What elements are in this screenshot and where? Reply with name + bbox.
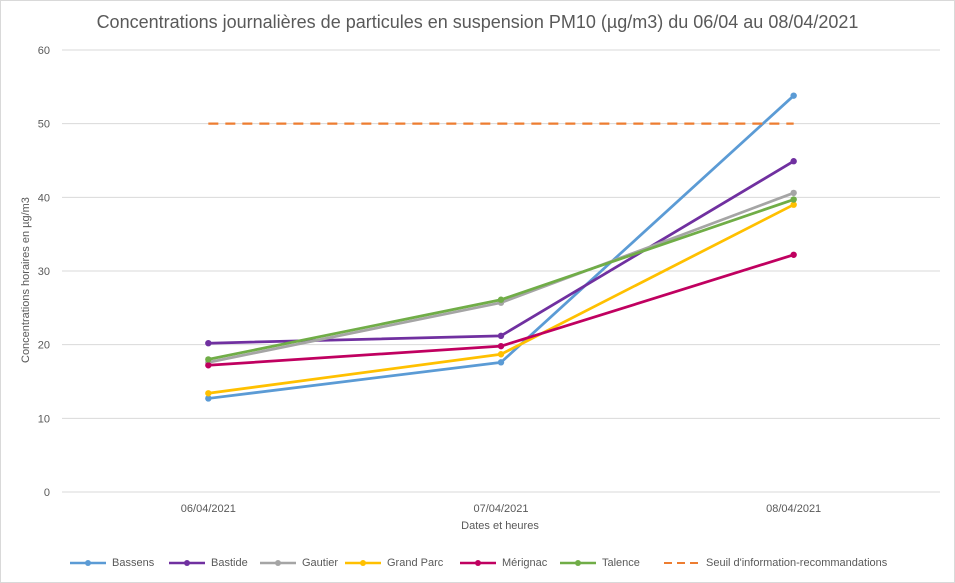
- legend-item: Seuil d'information-recommandations: [662, 554, 887, 572]
- series-bassens: [205, 92, 797, 402]
- legend-label: Bassens: [112, 557, 155, 569]
- legend-item: Bastide: [167, 554, 248, 572]
- data-point: [790, 201, 797, 208]
- y-tick-label: 20: [38, 340, 50, 352]
- chart-title: Concentrations journalières de particule…: [96, 12, 859, 32]
- legend-label: Mérignac: [502, 557, 548, 569]
- legend-item: Grand Parc: [343, 554, 443, 572]
- x-tick-label: 06/04/2021: [181, 503, 236, 515]
- y-tick-label: 10: [38, 413, 50, 425]
- legend: Bassens Bastide Gautier Grand Parc Mérignac T…: [0, 554, 955, 572]
- data-point: [790, 196, 797, 203]
- legend-label: Grand Parc: [387, 557, 444, 569]
- data-point: [790, 92, 797, 99]
- series-line: [206, 159, 796, 345]
- legend-label: Bastide: [211, 557, 248, 569]
- data-point: [790, 189, 797, 197]
- y-tick-label: 50: [38, 119, 50, 131]
- x-tick-labels: 06/04/2021 07/04/2021 08/04/2021: [181, 503, 821, 515]
- legend-item: Gautier: [258, 554, 338, 572]
- data-point: [497, 296, 505, 303]
- data-point: [205, 339, 212, 347]
- legend-item: Talence: [558, 554, 640, 572]
- series-group: [205, 92, 797, 402]
- legend-label: Seuil d'information-recommandations: [706, 557, 888, 569]
- x-tick-label: 07/04/2021: [473, 503, 528, 515]
- data-point: [205, 362, 212, 369]
- series-bastide: [205, 158, 797, 347]
- legend-label: Talence: [602, 557, 640, 569]
- legend-swatch: [345, 560, 381, 566]
- y-tick-label: 30: [38, 266, 50, 278]
- y-axis-label: Concentrations horaires en µg/m3: [20, 197, 32, 363]
- data-point: [790, 251, 797, 258]
- legend-swatch: [560, 560, 596, 566]
- series-m-rignac: [205, 251, 797, 369]
- x-tick-label: 08/04/2021: [766, 503, 821, 515]
- legend-swatch: [169, 560, 205, 566]
- legend-label: Gautier: [302, 557, 339, 569]
- series-gautier: [205, 189, 797, 366]
- y-tick-label: 0: [44, 487, 50, 499]
- data-point: [497, 342, 505, 350]
- data-point: [497, 359, 505, 366]
- x-axis-label: Dates et heures: [461, 520, 539, 532]
- data-point: [205, 390, 212, 397]
- legend-swatch: [664, 562, 700, 564]
- legend-swatch: [460, 560, 496, 566]
- legend-swatch: [260, 560, 296, 566]
- legend-item: Bassens: [68, 554, 154, 572]
- series-grand-parc: [205, 201, 797, 397]
- gridlines: [62, 49, 940, 493]
- data-point: [205, 395, 212, 402]
- legend-item: Mérignac: [458, 554, 547, 572]
- y-tick-label: 60: [38, 45, 50, 57]
- y-tick-label: 40: [38, 192, 50, 204]
- legend-swatch: [70, 560, 106, 566]
- data-point: [790, 158, 797, 165]
- y-tick-labels: 0 10 20 30 40 50 60: [38, 45, 50, 499]
- data-point: [497, 332, 505, 340]
- series-talence: [205, 196, 797, 363]
- data-point: [497, 351, 505, 358]
- data-point: [205, 356, 212, 363]
